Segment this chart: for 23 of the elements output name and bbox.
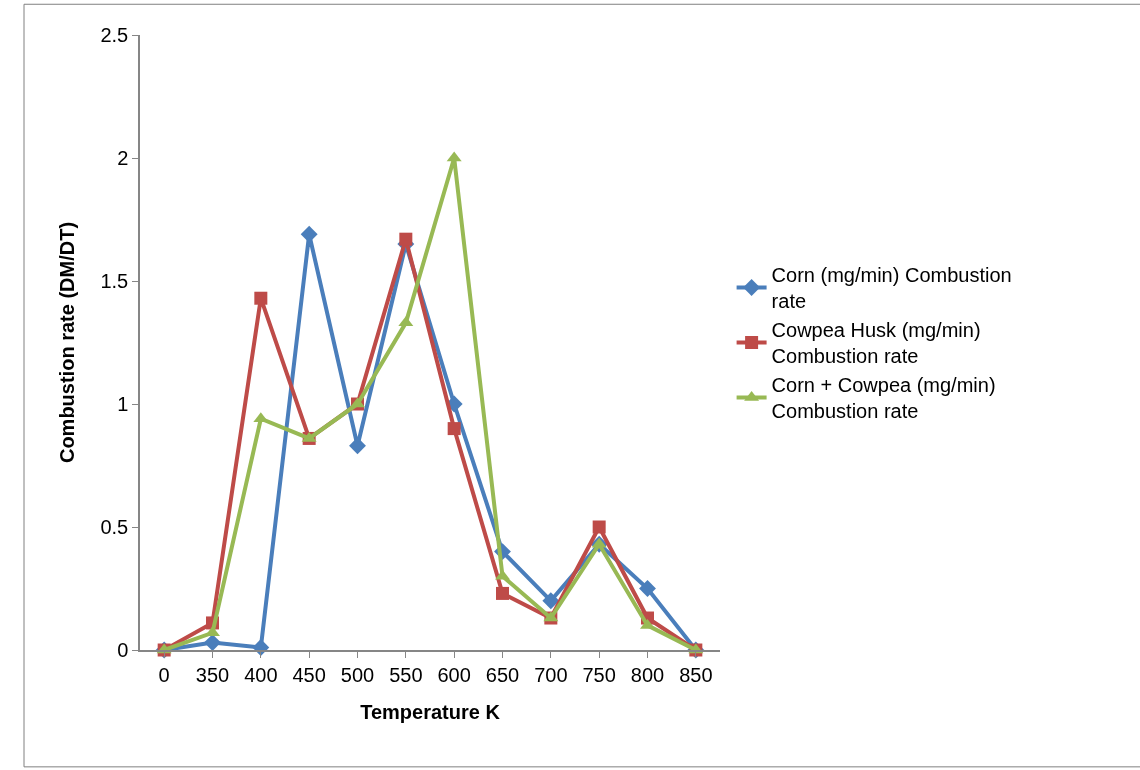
x-tick-label: 600 — [437, 663, 471, 686]
x-tick-label: 800 — [630, 663, 665, 686]
x-axis-title: Temperature K — [360, 700, 501, 723]
x-tick-label: 550 — [389, 663, 423, 686]
x-tick-label: 0 — [158, 663, 170, 686]
x-tick-label: 500 — [340, 663, 375, 686]
legend-label: Cowpea Husk (mg/min) Combustion rate — [771, 319, 981, 368]
x-tick-label: 450 — [292, 663, 326, 686]
x-tick-label: 750 — [582, 663, 616, 686]
y-tick-label: 0.5 — [100, 516, 129, 538]
y-tick-label: 0 — [117, 639, 129, 661]
y-tick-label: 1.5 — [100, 270, 129, 292]
y-tick-label: 2.5 — [100, 24, 129, 46]
y-tick-label: 2 — [117, 147, 129, 169]
x-tick-label: 850 — [679, 663, 713, 686]
legend-label: Corn + Cowpea (mg/min) Combustion rate — [771, 374, 996, 423]
y-axis-title: Combustion rate (DM/DT) — [56, 221, 79, 464]
x-tick-label: 350 — [195, 663, 230, 686]
y-tick-label: 1 — [117, 393, 129, 415]
x-tick-label: 650 — [485, 663, 520, 686]
x-tick-label: 700 — [534, 663, 568, 686]
x-tick-label: 400 — [244, 663, 278, 686]
legend-label: Corn (mg/min) Combustion rate — [771, 264, 1012, 313]
